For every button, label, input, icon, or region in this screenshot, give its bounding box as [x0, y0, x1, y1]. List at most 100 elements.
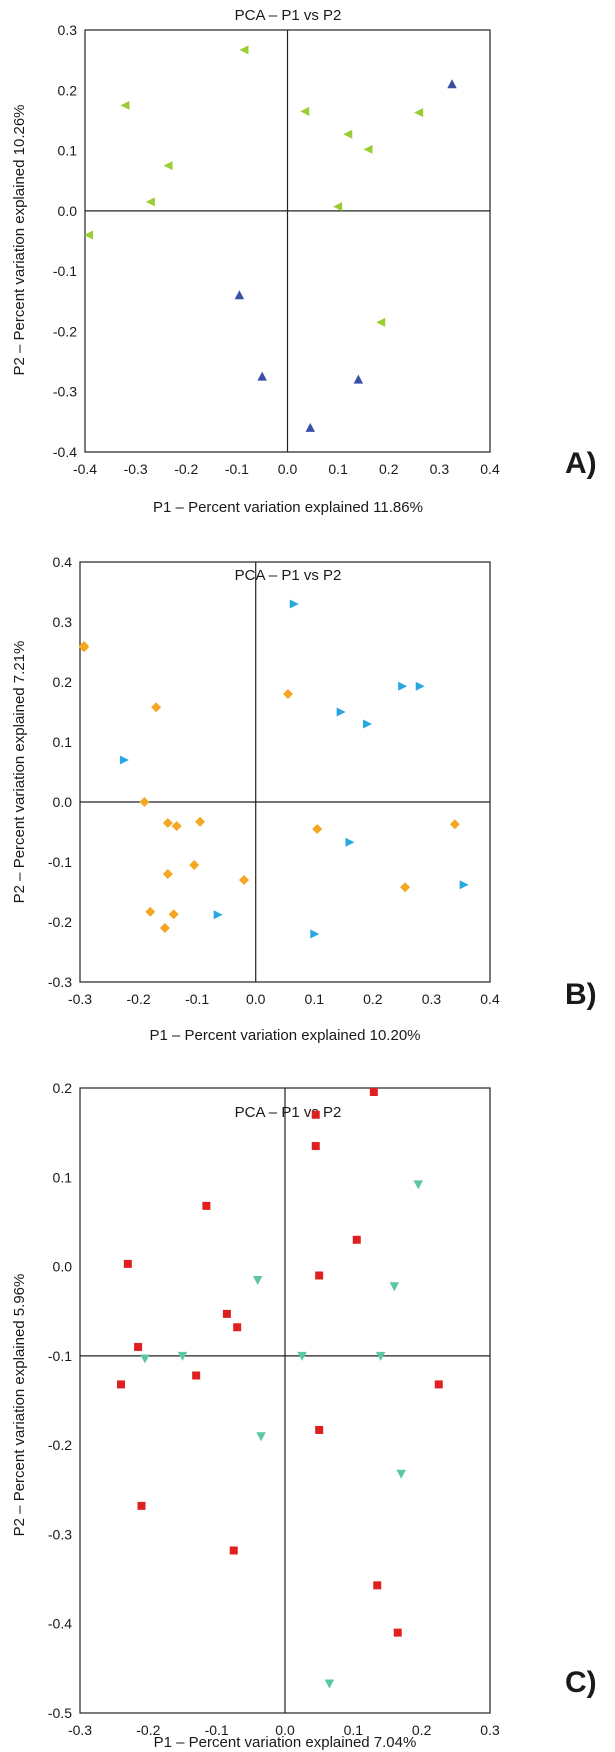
- x-tick-label: 0.1: [328, 461, 348, 477]
- panel-a-y-axis-label: P2 – Percent variation explained 10.26%: [11, 104, 28, 375]
- data-point: [256, 1432, 266, 1442]
- y-tick-label: -0.4: [48, 1616, 72, 1632]
- y-tick-label: -0.2: [48, 1437, 72, 1453]
- data-point: [159, 923, 170, 933]
- data-point: [177, 1351, 188, 1361]
- data-point: [414, 108, 424, 118]
- data-point: [145, 906, 156, 917]
- y-tick-label: 0.1: [58, 143, 78, 159]
- data-point: [315, 1425, 324, 1434]
- y-tick-label: 0.3: [53, 614, 73, 630]
- x-tick-label: -0.1: [185, 991, 209, 1007]
- panel-b-x-tick-labels: -0.3 -0.2 -0.1 0.0 0.1 0.2 0.3 0.4: [68, 991, 500, 1007]
- x-tick-label: -0.1: [225, 461, 249, 477]
- data-point: [333, 202, 343, 212]
- panel-b: PCA – P1 vs P2 0.4 0.3 0.2 0.1 0.0 -0.1 -0.2 -0…: [11, 554, 597, 1044]
- data-point: [389, 1282, 400, 1292]
- x-tick-label: 0.1: [305, 991, 325, 1007]
- data-point: [336, 707, 346, 717]
- x-tick-label: 0.1: [344, 1722, 364, 1738]
- data-point: [434, 1380, 443, 1389]
- data-point: [162, 818, 173, 828]
- data-point: [300, 106, 310, 116]
- y-tick-label: 0.0: [53, 1259, 73, 1275]
- y-tick-label: -0.5: [48, 1705, 72, 1721]
- panel-b-plot-frame: [79, 561, 491, 983]
- data-point: [195, 816, 206, 827]
- y-tick-label: 0.0: [53, 794, 73, 810]
- data-point: [459, 880, 469, 890]
- panel-c-y-tick-labels: 0.2 0.1 0.0 -0.1 -0.2 -0.3 -0.4 -0.5: [48, 1080, 72, 1721]
- x-tick-label: 0.4: [480, 991, 500, 1007]
- y-tick-label: -0.3: [48, 1526, 72, 1542]
- data-point: [168, 909, 179, 920]
- data-point: [312, 824, 323, 834]
- x-tick-label: -0.3: [68, 1722, 92, 1738]
- y-tick-label: -0.1: [53, 263, 77, 279]
- data-point: [311, 1110, 320, 1119]
- panel-c-points: [117, 1088, 443, 1689]
- data-point: [79, 641, 89, 651]
- y-tick-label: -0.1: [48, 1348, 72, 1364]
- panel-c-title: PCA – P1 vs P2: [235, 1104, 342, 1121]
- data-point: [352, 1235, 361, 1244]
- data-point: [119, 755, 129, 765]
- data-point: [393, 1628, 402, 1637]
- data-point: [282, 689, 293, 699]
- panel-c-x-axis-label: P1 – Percent variation explained 7.04%: [154, 1734, 417, 1751]
- panel-a-origin-lines: [85, 30, 490, 452]
- data-point: [376, 317, 386, 327]
- data-point: [363, 144, 373, 154]
- y-tick-label: 0.4: [53, 554, 73, 570]
- panel-a-y-tick-labels: 0.3 0.2 0.1 0.0 -0.1 -0.2 -0.3 -0.4: [53, 22, 77, 460]
- data-point: [120, 100, 130, 110]
- y-tick-label: -0.1: [48, 854, 72, 870]
- data-point: [413, 1180, 423, 1190]
- x-tick-label: -0.2: [174, 461, 198, 477]
- y-tick-label: 0.0: [58, 203, 78, 219]
- data-point: [396, 1469, 406, 1479]
- panel-a: PCA – P1 vs P2 0.30.20.10.0-0.1-0.2-0.3-…: [11, 7, 597, 516]
- data-point: [117, 1380, 125, 1389]
- data-point: [229, 1546, 238, 1555]
- panel-a-x-tick-labels: -0.4 -0.3 -0.2 -0.1 0.0 0.1 0.2 0.3 0.4: [73, 461, 500, 477]
- panel-b-y-axis-label: P2 – Percent variation explained 7.21%: [11, 641, 28, 904]
- x-tick-label: -0.3: [124, 461, 148, 477]
- x-tick-label: 0.3: [480, 1722, 500, 1738]
- data-point: [163, 161, 173, 171]
- data-point: [400, 882, 411, 893]
- panel-a-letter: A): [565, 447, 597, 480]
- data-point: [398, 681, 408, 691]
- data-point: [239, 45, 249, 55]
- x-tick-label: 0.2: [363, 991, 383, 1007]
- data-point: [305, 422, 316, 432]
- data-point: [134, 1342, 143, 1351]
- x-tick-label: -0.3: [68, 991, 92, 1007]
- panel-b-points: [79, 599, 469, 939]
- y-tick-label: -0.3: [53, 384, 77, 400]
- data-point: [140, 1354, 150, 1364]
- data-point: [363, 719, 372, 729]
- data-point: [145, 197, 155, 207]
- x-tick-label: -0.1: [205, 1722, 229, 1738]
- x-tick-label: 0.4: [480, 461, 500, 477]
- data-point: [375, 1351, 386, 1361]
- x-tick-label: 0.3: [430, 461, 450, 477]
- y-tick-label: 0.3: [58, 22, 78, 38]
- x-tick-label: -0.2: [127, 991, 151, 1007]
- x-tick-label: 0.2: [412, 1722, 432, 1738]
- data-point: [345, 837, 355, 847]
- panel-a-points: [84, 45, 457, 432]
- data-point: [353, 374, 364, 384]
- data-point: [233, 1323, 242, 1332]
- panel-b-letter: B): [565, 978, 597, 1011]
- data-point: [239, 875, 249, 885]
- x-tick-label: 0.0: [278, 461, 298, 477]
- panel-a-title: PCA – P1 vs P2: [235, 7, 342, 24]
- y-tick-label: -0.2: [53, 323, 77, 339]
- panel-b-title: PCA – P1 vs P2: [235, 567, 342, 584]
- data-point: [171, 821, 182, 831]
- x-tick-label: -0.4: [73, 461, 97, 477]
- x-tick-label: -0.2: [136, 1722, 160, 1738]
